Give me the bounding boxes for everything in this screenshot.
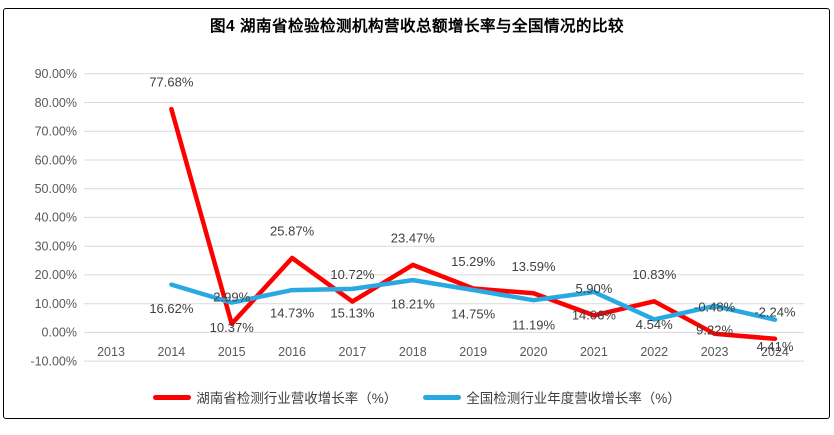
data-label: -2.24% [754, 304, 796, 319]
chart-title: 图4 湖南省检验检测机构营收总额增长率与全国情况的比较 [210, 18, 624, 35]
x-axis-tick-label: 2014 [157, 345, 185, 359]
x-axis-tick-label: 2019 [459, 345, 487, 359]
y-axis-tick-label: 90.00% [35, 67, 77, 81]
data-label: 13.59% [511, 259, 556, 274]
x-axis-tick-label: 2023 [701, 345, 729, 359]
data-label: 14.75% [451, 307, 496, 322]
national-line-swatch [423, 394, 462, 400]
y-axis-tick-label: 50.00% [35, 182, 77, 196]
data-label: 18.21% [391, 297, 436, 312]
data-label: 16.62% [149, 301, 194, 316]
y-axis-tick-label: 0.00% [42, 326, 77, 340]
data-label: 15.29% [451, 254, 496, 269]
legend-item-hunan: 湖南省检测行业营收增长率（%） [153, 387, 397, 407]
data-label: 11.19% [512, 318, 556, 333]
y-axis-tick-label: -10.00% [30, 354, 77, 368]
x-axis-tick-label: 2020 [520, 345, 548, 359]
data-label: 15.13% [330, 305, 375, 320]
y-axis-tick-label: 60.00% [35, 153, 77, 167]
data-label: -0.48% [694, 299, 736, 314]
data-label: 4.54% [636, 317, 673, 332]
x-axis-tick-label: 2017 [339, 345, 367, 359]
series-line-1 [169, 277, 778, 322]
data-label: 14.73% [270, 306, 315, 321]
legend-label-national: 全国检测行业年度营收增长率（%） [466, 391, 681, 406]
chart-frame [3, 8, 830, 419]
x-axis-tick-label: 2024 [761, 345, 789, 359]
data-label: 14.06% [572, 308, 617, 323]
data-label: 5.90% [575, 281, 612, 296]
data-label: 10.72% [330, 267, 375, 282]
x-axis-tick-label: 2015 [218, 345, 246, 359]
data-label: 10.83% [632, 267, 677, 282]
data-label: 2.99% [213, 289, 250, 304]
y-axis-tick-label: 80.00% [35, 96, 77, 110]
hunan-line-swatch [153, 394, 192, 400]
y-axis-tick-label: 10.00% [35, 297, 77, 311]
legend: 湖南省检测行业营收增长率（%） 全国检测行业年度营收增长率（%） [0, 387, 834, 407]
legend-item-national: 全国检测行业年度营收增长率（%） [423, 387, 681, 407]
data-label: 77.68% [149, 75, 194, 90]
x-axis-tick-label: 2013 [97, 345, 125, 359]
data-label: 25.87% [270, 224, 315, 239]
data-label: 23.47% [391, 230, 436, 245]
y-axis-tick-label: 40.00% [35, 211, 77, 225]
data-label: 4.41% [757, 339, 794, 354]
x-axis-tick-label: 2022 [640, 345, 668, 359]
x-axis-tick-label: 2018 [399, 345, 427, 359]
legend-label-hunan: 湖南省检测行业营收增长率（%） [196, 391, 398, 406]
y-axis-tick-label: 70.00% [35, 125, 77, 139]
x-axis-tick-label: 2016 [278, 345, 306, 359]
series-line-0 [169, 106, 778, 342]
x-axis-tick-label: 2021 [580, 345, 608, 359]
y-axis-tick-label: 30.00% [35, 240, 77, 254]
data-label: 10.37% [210, 320, 255, 335]
y-axis-tick-label: 20.00% [35, 268, 77, 282]
data-label: 9.22% [696, 322, 733, 337]
